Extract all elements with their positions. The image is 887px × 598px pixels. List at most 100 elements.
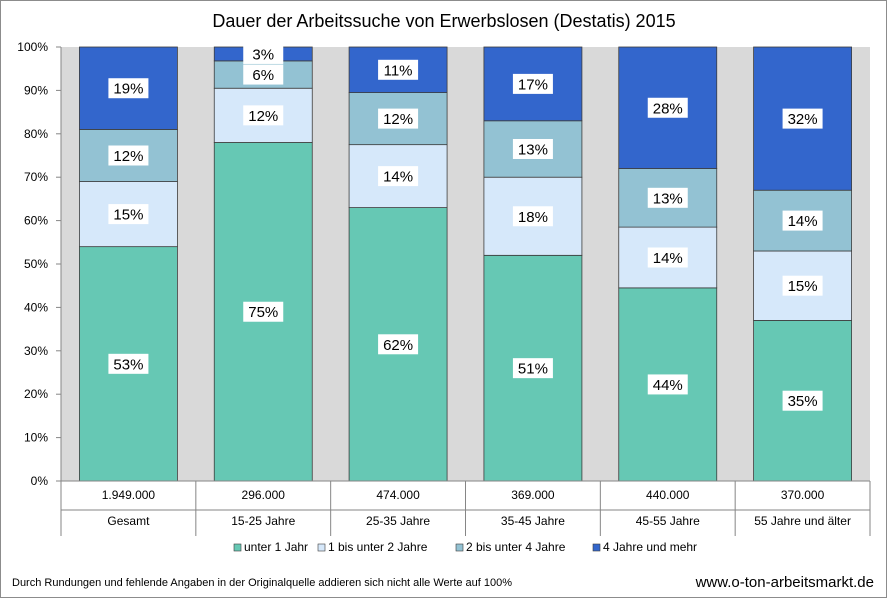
category-total-label: 369.000 bbox=[511, 488, 555, 502]
data-label-box bbox=[647, 247, 688, 268]
data-label-text: 28% bbox=[653, 100, 683, 117]
data-label: 15% bbox=[782, 275, 823, 296]
source-url: www.o-ton-arbeitsmarkt.de bbox=[695, 574, 874, 591]
data-label-text: 62% bbox=[383, 337, 413, 354]
data-label: 28% bbox=[647, 97, 688, 118]
data-label-text: 15% bbox=[788, 278, 818, 295]
data-label-text: 13% bbox=[653, 190, 683, 207]
x-tick-label: 45-55 Jahre bbox=[636, 514, 700, 528]
legend-swatch bbox=[455, 543, 464, 552]
legend-item: 2 bis unter 4 Jahre bbox=[455, 540, 566, 554]
data-label-text: 11% bbox=[384, 62, 413, 79]
x-tick-label: 35-45 Jahre bbox=[501, 514, 565, 528]
data-label-text: 13% bbox=[518, 141, 548, 158]
y-tick-label: 80% bbox=[24, 127, 48, 141]
data-label-box bbox=[647, 374, 688, 395]
y-tick-label: 40% bbox=[24, 300, 48, 314]
data-label: 14% bbox=[647, 247, 688, 268]
data-label: 12% bbox=[108, 145, 149, 166]
data-label-box bbox=[108, 145, 149, 166]
data-label-text: 12% bbox=[383, 111, 413, 128]
y-tick-label: 90% bbox=[24, 83, 48, 97]
data-label: 62% bbox=[378, 334, 419, 355]
category-total-label: 474.000 bbox=[376, 488, 420, 502]
data-label-box bbox=[378, 59, 419, 80]
data-label-text: 12% bbox=[248, 108, 278, 125]
category-total-label: 296.000 bbox=[242, 488, 286, 502]
data-label-box bbox=[782, 390, 823, 411]
legend-item: 4 Jahre und mehr bbox=[592, 540, 697, 554]
data-label: 15% bbox=[108, 204, 149, 225]
data-label-text: 6% bbox=[252, 67, 274, 84]
data-label-text: 75% bbox=[248, 304, 278, 321]
data-label: 12% bbox=[378, 108, 419, 129]
data-label-text: 17% bbox=[518, 76, 548, 93]
legend-label: 1 bis unter 2 Jahre bbox=[328, 540, 428, 554]
data-label: 18% bbox=[512, 206, 553, 227]
y-tick-label: 60% bbox=[24, 214, 48, 228]
data-label-box bbox=[378, 334, 419, 355]
data-label: 75% bbox=[243, 301, 284, 322]
bars: 53% 15% 12% 19% 75% 12% 6% 3% 62% 14% 12% 11% 51% 18%… bbox=[79, 43, 852, 482]
data-label-text: 3% bbox=[252, 46, 274, 63]
plot-area bbox=[61, 47, 870, 481]
data-label: 32% bbox=[782, 108, 823, 129]
data-label: 3% bbox=[243, 43, 284, 64]
x-tick-label: 55 Jahre und älter bbox=[754, 514, 851, 528]
data-label: 6% bbox=[243, 64, 284, 85]
y-tick-label: 0% bbox=[31, 474, 49, 488]
data-label-box bbox=[243, 105, 284, 126]
data-label: 13% bbox=[512, 138, 553, 159]
legend-label: unter 1 Jahr bbox=[244, 540, 308, 554]
data-label: 51% bbox=[512, 358, 553, 379]
data-label-box bbox=[782, 275, 823, 296]
data-label-text: 35% bbox=[788, 393, 818, 410]
data-label-text: 44% bbox=[653, 377, 683, 394]
data-label-text: 15% bbox=[113, 207, 143, 224]
data-label-text: 19% bbox=[113, 81, 143, 98]
data-label-box bbox=[243, 43, 284, 64]
data-label-box bbox=[378, 166, 419, 187]
data-label-text: 32% bbox=[788, 111, 818, 128]
legend-swatch bbox=[233, 543, 242, 552]
data-label-box bbox=[782, 108, 823, 129]
y-tick-label: 20% bbox=[24, 387, 48, 401]
legend-swatch bbox=[317, 543, 326, 552]
data-label-box bbox=[108, 78, 149, 99]
legend-swatch bbox=[592, 543, 601, 552]
data-label-box bbox=[782, 210, 823, 231]
data-label-box bbox=[108, 204, 149, 225]
y-tick-label: 10% bbox=[24, 431, 48, 445]
category-total-label: 1.949.000 bbox=[102, 488, 156, 502]
data-label-box bbox=[243, 301, 284, 322]
data-label: 14% bbox=[782, 210, 823, 231]
data-label-text: 51% bbox=[518, 361, 548, 378]
y-tick-label: 70% bbox=[24, 170, 48, 184]
data-label-box bbox=[512, 206, 553, 227]
data-label-box bbox=[108, 353, 149, 374]
y-tick-label: 50% bbox=[24, 257, 48, 271]
data-label-text: 14% bbox=[653, 250, 683, 267]
category-total-label: 370.000 bbox=[781, 488, 825, 502]
data-label: 14% bbox=[378, 166, 419, 187]
y-tick-label: 30% bbox=[24, 344, 48, 358]
y-axis: 0% 10% 20% 30% 40% 50% 60% 70% 80% 90% 100% bbox=[17, 40, 62, 488]
x-tick-label: Gesamt bbox=[107, 514, 150, 528]
x-tick-label: 15-25 Jahre bbox=[231, 514, 295, 528]
legend: unter 1 Jahr 1 bis unter 2 Jahre 2 bis unt… bbox=[233, 540, 697, 554]
data-label: 44% bbox=[647, 374, 688, 395]
data-label: 13% bbox=[647, 187, 688, 208]
data-label: 53% bbox=[108, 353, 149, 374]
legend-label: 2 bis unter 4 Jahre bbox=[466, 540, 566, 554]
category-total-label: 440.000 bbox=[646, 488, 690, 502]
y-tick-label: 100% bbox=[17, 40, 48, 54]
data-label-text: 18% bbox=[518, 209, 548, 226]
legend-label: 4 Jahre und mehr bbox=[603, 540, 697, 554]
data-label-box bbox=[647, 97, 688, 118]
legend-item: 1 bis unter 2 Jahre bbox=[317, 540, 428, 554]
data-label-text: 14% bbox=[383, 169, 413, 186]
data-label: 17% bbox=[512, 73, 553, 94]
data-label-text: 53% bbox=[113, 356, 143, 373]
data-label-box bbox=[243, 64, 284, 85]
